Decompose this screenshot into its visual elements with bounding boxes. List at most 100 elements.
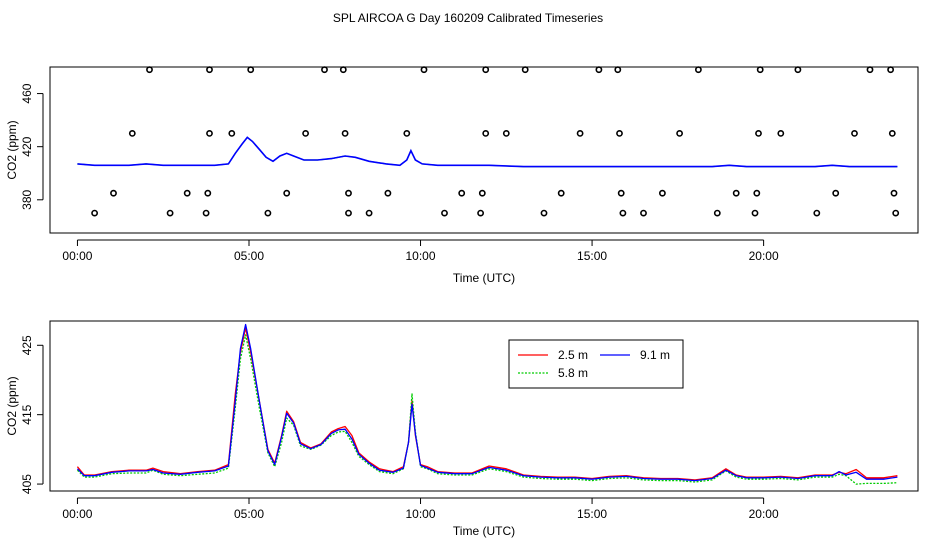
y-tick-label: 420 — [20, 136, 34, 156]
data-point — [206, 129, 213, 137]
x-axis-bottom: 00:00 05:00 10:00 15:00 20:00 — [62, 497, 779, 521]
data-point — [204, 189, 212, 197]
data-point — [365, 209, 373, 217]
legend: 2.5 m 5.8 m 9.1 m — [508, 339, 684, 389]
plot-frame-bottom — [49, 320, 919, 492]
data-point — [420, 66, 428, 74]
data-point — [617, 189, 625, 197]
data-point — [755, 129, 762, 137]
data-point — [695, 66, 702, 74]
data-point — [753, 189, 761, 197]
legend-box — [508, 339, 684, 389]
data-point — [756, 66, 764, 74]
plot-frame-top — [49, 66, 919, 234]
data-point — [247, 66, 255, 74]
data-point — [619, 209, 627, 217]
data-point — [206, 66, 213, 74]
data-point — [557, 189, 565, 197]
x-tick-label: 10:00 — [406, 507, 436, 521]
x-tick-label: 10:00 — [406, 249, 436, 263]
y-axis-bottom: 405 415 425 — [20, 335, 44, 494]
data-point — [146, 66, 153, 74]
y-tick-label: 405 — [20, 474, 34, 494]
data-point — [888, 129, 896, 137]
data-point — [866, 66, 874, 74]
data-point — [441, 209, 448, 217]
legend-label-5-8m: 5.8 m — [558, 366, 588, 380]
data-point — [166, 209, 174, 217]
x-tick-label: 05:00 — [234, 507, 264, 521]
data-point — [794, 66, 802, 74]
series-line-2-5m — [76, 327, 898, 481]
legend-label-9-1m: 9.1 m — [640, 348, 670, 362]
x-tick-label: 05:00 — [234, 249, 264, 263]
x-tick-label: 00:00 — [62, 507, 92, 521]
data-point — [128, 129, 136, 137]
series-line-9-1m — [76, 323, 898, 482]
plot-marks-bottom — [76, 323, 898, 485]
data-point — [892, 209, 900, 217]
data-point — [482, 129, 490, 137]
data-point — [345, 209, 352, 217]
data-point — [659, 189, 666, 197]
data-point — [228, 129, 236, 137]
data-point — [777, 129, 785, 137]
data-point — [676, 129, 683, 137]
data-point — [732, 189, 740, 197]
x-tick-label: 15:00 — [577, 249, 607, 263]
y-axis-top: 380 420 460 — [20, 83, 44, 210]
data-point — [640, 209, 647, 217]
x-tick-label: 20:00 — [749, 507, 779, 521]
data-point — [832, 189, 840, 197]
series-line-5-8m — [76, 334, 898, 485]
panel-bottom: 00:00 05:00 10:00 15:00 20:00 405 415 425 Time… — [5, 320, 919, 538]
data-point — [478, 189, 486, 197]
data-point — [887, 66, 894, 74]
data-point — [384, 189, 392, 197]
data-point — [345, 189, 352, 197]
y-tick-label: 380 — [20, 189, 34, 209]
plot-marks-top — [77, 66, 900, 217]
data-point — [713, 209, 721, 217]
x-tick-label: 20:00 — [749, 249, 779, 263]
data-point — [890, 189, 898, 197]
data-point — [751, 209, 759, 217]
y-axis-label-top: CO2 (ppm) — [5, 120, 19, 179]
data-point — [183, 189, 191, 197]
y-tick-label: 460 — [20, 83, 34, 103]
data-point — [339, 66, 347, 74]
data-point — [595, 66, 603, 74]
data-point — [302, 129, 309, 137]
data-point — [616, 129, 623, 137]
data-point — [576, 129, 584, 137]
data-point — [540, 209, 548, 217]
x-tick-label: 00:00 — [62, 249, 92, 263]
data-point — [482, 66, 490, 74]
legend-label-2-5m: 2.5 m — [558, 348, 588, 362]
data-point — [614, 66, 622, 74]
data-point — [813, 209, 821, 217]
y-tick-label: 425 — [20, 335, 34, 355]
data-point — [321, 66, 328, 74]
x-axis-label-top: Time (UTC) — [453, 271, 515, 285]
data-point — [477, 209, 484, 217]
data-point — [502, 129, 510, 137]
y-axis-label-bottom: CO2 (ppm) — [5, 376, 19, 435]
data-point — [851, 129, 858, 137]
data-point — [91, 209, 98, 217]
data-point — [283, 189, 291, 197]
data-point — [521, 66, 529, 74]
data-point — [264, 209, 272, 217]
chart-title: SPL AIRCOA G Day 160209 Calibrated Times… — [333, 11, 603, 25]
x-axis-label-bottom: Time (UTC) — [453, 524, 515, 538]
x-axis-top: 00:00 05:00 10:00 15:00 20:00 — [62, 239, 779, 263]
y-tick-label: 415 — [20, 404, 34, 424]
series-line-green — [77, 136, 898, 168]
data-point — [458, 189, 466, 197]
data-point — [110, 189, 117, 197]
data-point — [202, 209, 210, 217]
panel-top: 00:00 05:00 10:00 15:00 20:00 380 420 460 Time… — [5, 66, 919, 285]
x-tick-label: 15:00 — [577, 507, 607, 521]
data-point — [403, 129, 411, 137]
